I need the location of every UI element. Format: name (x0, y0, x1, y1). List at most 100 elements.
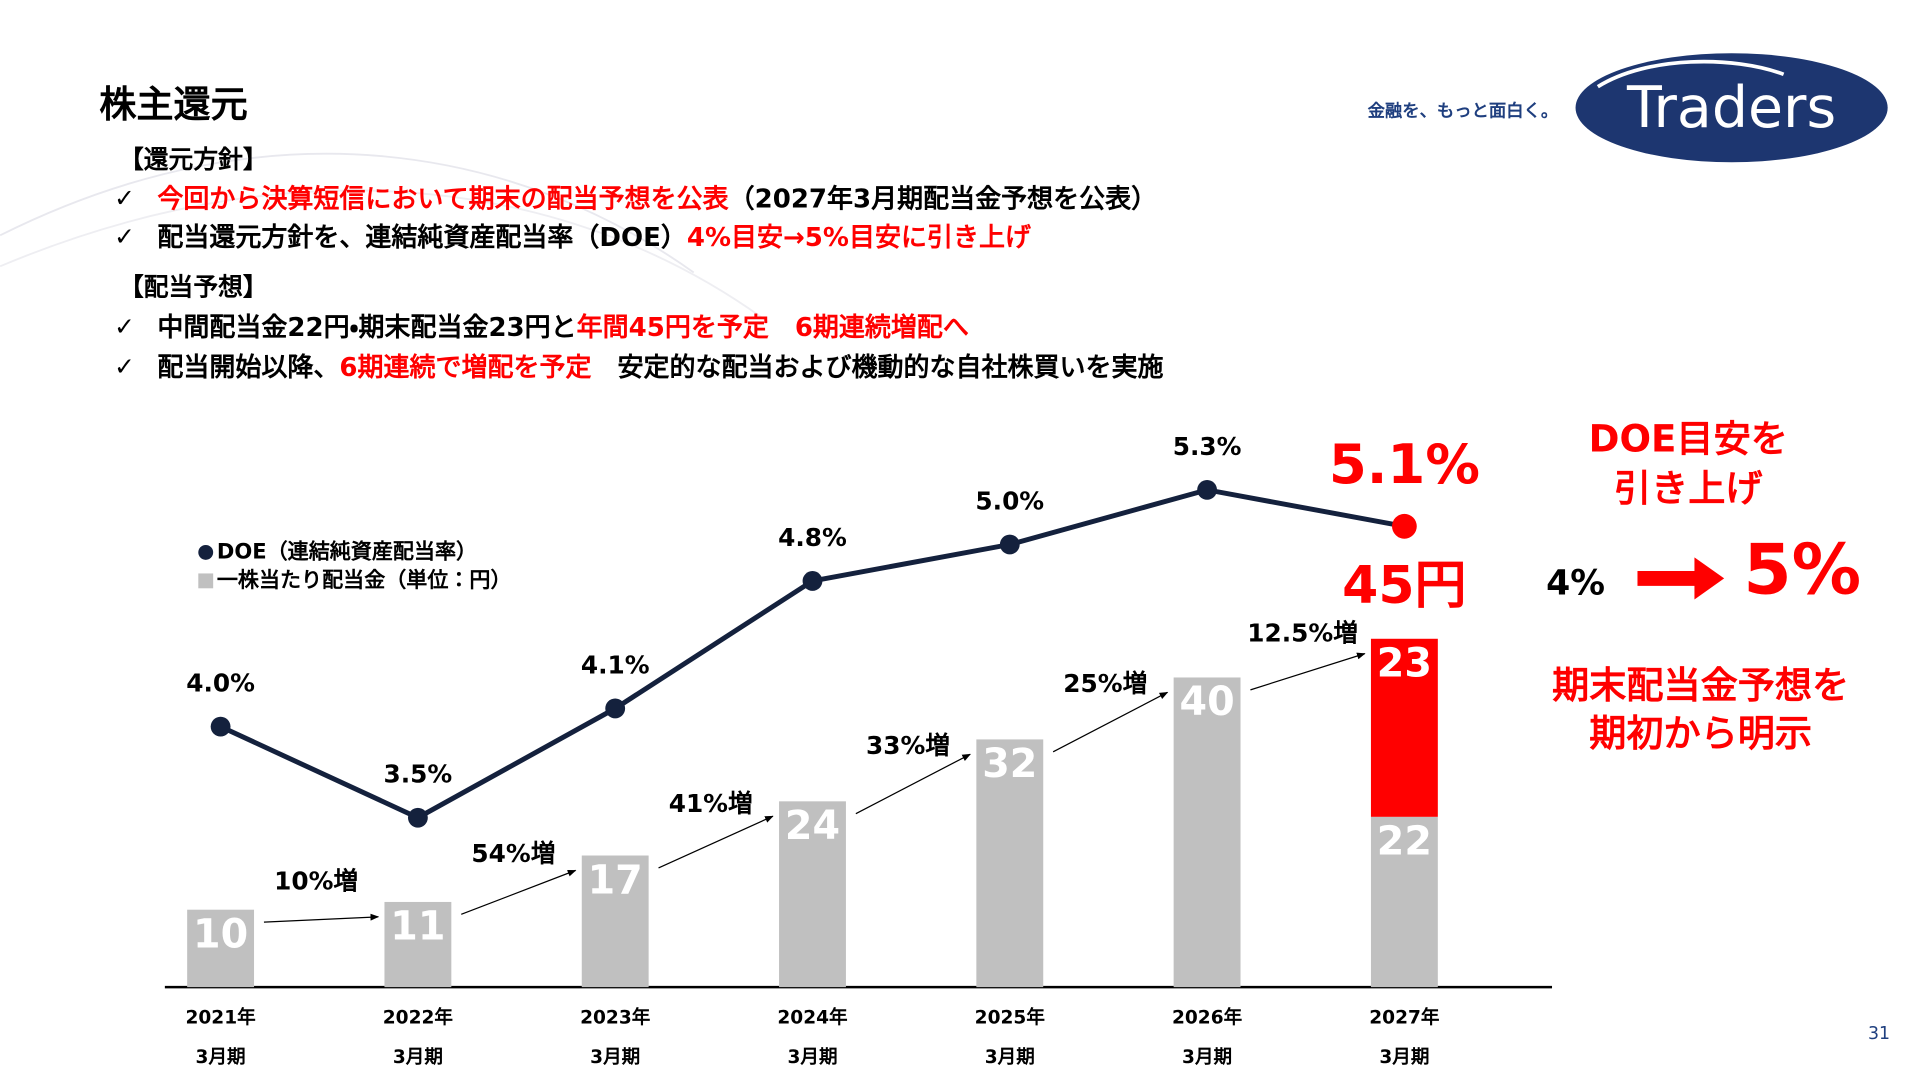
growth-arrow (461, 869, 577, 915)
line-point (210, 716, 231, 737)
bar-value-label: 32 (982, 741, 1037, 787)
growth-label: 41%増 (669, 789, 753, 818)
bar (779, 801, 846, 988)
section-heading: 【配当予想】 (119, 273, 268, 302)
growth-arrow (1052, 691, 1169, 753)
growth-arrow (1250, 652, 1366, 691)
callout-text: 引き上げ (1614, 467, 1763, 510)
text-run: 今回から決算短信において期末の配当予想を公表 (157, 183, 729, 214)
text-run: 配当還元方針を、連結純資産配当率（DOE） (157, 221, 686, 252)
bar (1370, 816, 1438, 988)
check-mark: ✓ (114, 183, 135, 212)
decor-curve (0, 189, 769, 323)
bullet-notes: 【還元方針】 ✓ 今回から決算短信において期末の配当予想を公表（2027年3月期配当… (114, 145, 1163, 382)
line-value-label: 5.3% (1173, 432, 1242, 461)
growth-label: 33%増 (866, 731, 950, 760)
bar-value-label: 11 (390, 904, 445, 950)
text-run: 年間45円を予定 6期連続増配へ (577, 312, 969, 343)
bar (1370, 638, 1438, 817)
callout-text: 期初から明示 (1589, 712, 1812, 755)
x-tick-label: 3月期 (985, 1047, 1035, 1068)
line-point (407, 807, 428, 828)
x-tick-label: 3月期 (787, 1047, 837, 1068)
check-mark: ✓ (114, 222, 135, 251)
line-point (1392, 513, 1417, 539)
logo-badge (1575, 53, 1888, 163)
callout-text: 期末配当金予想を (1552, 664, 1849, 707)
line-point (1197, 479, 1217, 500)
line-value-label: 4.1% (581, 650, 650, 679)
legend-label: 一株当たり配当金（単位：円） (217, 567, 512, 592)
chart: 2021年 3月期 2022年 3月期 2023年 3月期 2024年 3月期 2025年 3月期… (185, 432, 1479, 1068)
bullet-text: 配当開始以降、6期連続で増配を予定 安定的な配当および機動的な自社株買いを実施 (157, 351, 1163, 382)
x-tick-label: 2025年 (975, 1007, 1046, 1029)
text-run: 安定的な配当および機動的な自社株買いを実施 (592, 351, 1164, 382)
legend-label: DOE（連結純資産配当率） (217, 538, 477, 563)
slide-title: 株主還元 (99, 83, 248, 126)
page-number: 31 (1868, 1024, 1890, 1044)
section-heading: 【還元方針】 (119, 145, 268, 174)
x-tick-label: 2022年 (383, 1007, 454, 1029)
x-tick-label: 3月期 (393, 1047, 443, 1068)
line-value-label: 4.0% (186, 669, 255, 698)
bullet-text: 配当還元方針を、連結純資産配当率（DOE）4%目安→5%目安に引き上げ (157, 221, 1032, 252)
text-run: 配当開始以降、 (157, 352, 339, 382)
growth-arrow (855, 753, 971, 815)
callout-to: 5% (1743, 531, 1861, 611)
line-value-label: 5.1% (1329, 432, 1480, 496)
check-mark: ✓ (114, 352, 135, 381)
logo-swoosh (1596, 59, 1785, 89)
x-tick-label: 2026年 (1172, 1007, 1243, 1029)
x-tick-label: 3月期 (590, 1047, 640, 1068)
tagline: 金融を、もっと面白く。 (1368, 100, 1559, 121)
growth-arrow (263, 913, 380, 923)
bar (384, 901, 452, 988)
bar-value-label: 23 (1377, 641, 1432, 687)
bar-value-label: 22 (1377, 819, 1432, 865)
line-point (802, 571, 823, 591)
text-run: 中間配当金22円・期末配当金23円と (157, 313, 576, 343)
growth-label: 54%増 (471, 839, 555, 868)
x-tick-label: 2027年 (1369, 1007, 1440, 1029)
bar-value-label: 24 (785, 803, 840, 849)
bar-value-label: 10 (193, 911, 248, 957)
x-tick-label: 3月期 (196, 1047, 246, 1068)
line-value-label: 5.0% (975, 486, 1044, 515)
line-point (605, 698, 626, 719)
x-tick-label: 2024年 (777, 1007, 848, 1029)
line-point (999, 534, 1020, 555)
callout-text: DOE目安を (1589, 417, 1788, 460)
bar (581, 855, 649, 988)
text-run: 6期連続で増配を予定 (339, 351, 591, 382)
decor-curve (0, 152, 695, 274)
x-tick-label: 2023年 (580, 1007, 651, 1029)
growth-label: 12.5%増 (1247, 619, 1358, 648)
x-tick-label: 3月期 (1182, 1047, 1232, 1068)
growth-label: 25%増 (1063, 669, 1147, 698)
check-mark: ✓ (114, 312, 135, 341)
growth-label: 10%増 (274, 866, 358, 895)
bar (1173, 677, 1241, 988)
line-value-label: 3.5% (384, 760, 453, 789)
text-run: （2027年3月期配当金予想を公表） (729, 183, 1157, 214)
text-run: 4%目安→5%目安に引き上げ (687, 221, 1032, 252)
legend-marker (198, 573, 214, 589)
x-tick-label: 2021年 (185, 1007, 256, 1029)
total-label: 45円 (1342, 556, 1466, 616)
bar-value-label: 17 (588, 857, 643, 903)
callout-arrow (1637, 557, 1725, 600)
x-tick-label: 3月期 (1379, 1047, 1429, 1068)
bullet-text: 今回から決算短信において期末の配当予想を公表（2027年3月期配当金予想を公表） (157, 183, 1157, 214)
line-value-label: 4.8% (778, 523, 847, 552)
callout-from: 4% (1546, 564, 1605, 604)
bar-value-label: 40 (1180, 679, 1235, 725)
logo-text: Traders (1626, 75, 1836, 141)
bar (976, 739, 1044, 988)
bullet-text: 中間配当金22円・期末配当金23円と年間45円を予定 6期連続増配へ (157, 312, 969, 343)
legend-marker (198, 544, 214, 560)
growth-arrow (658, 815, 774, 869)
bar (187, 909, 255, 988)
